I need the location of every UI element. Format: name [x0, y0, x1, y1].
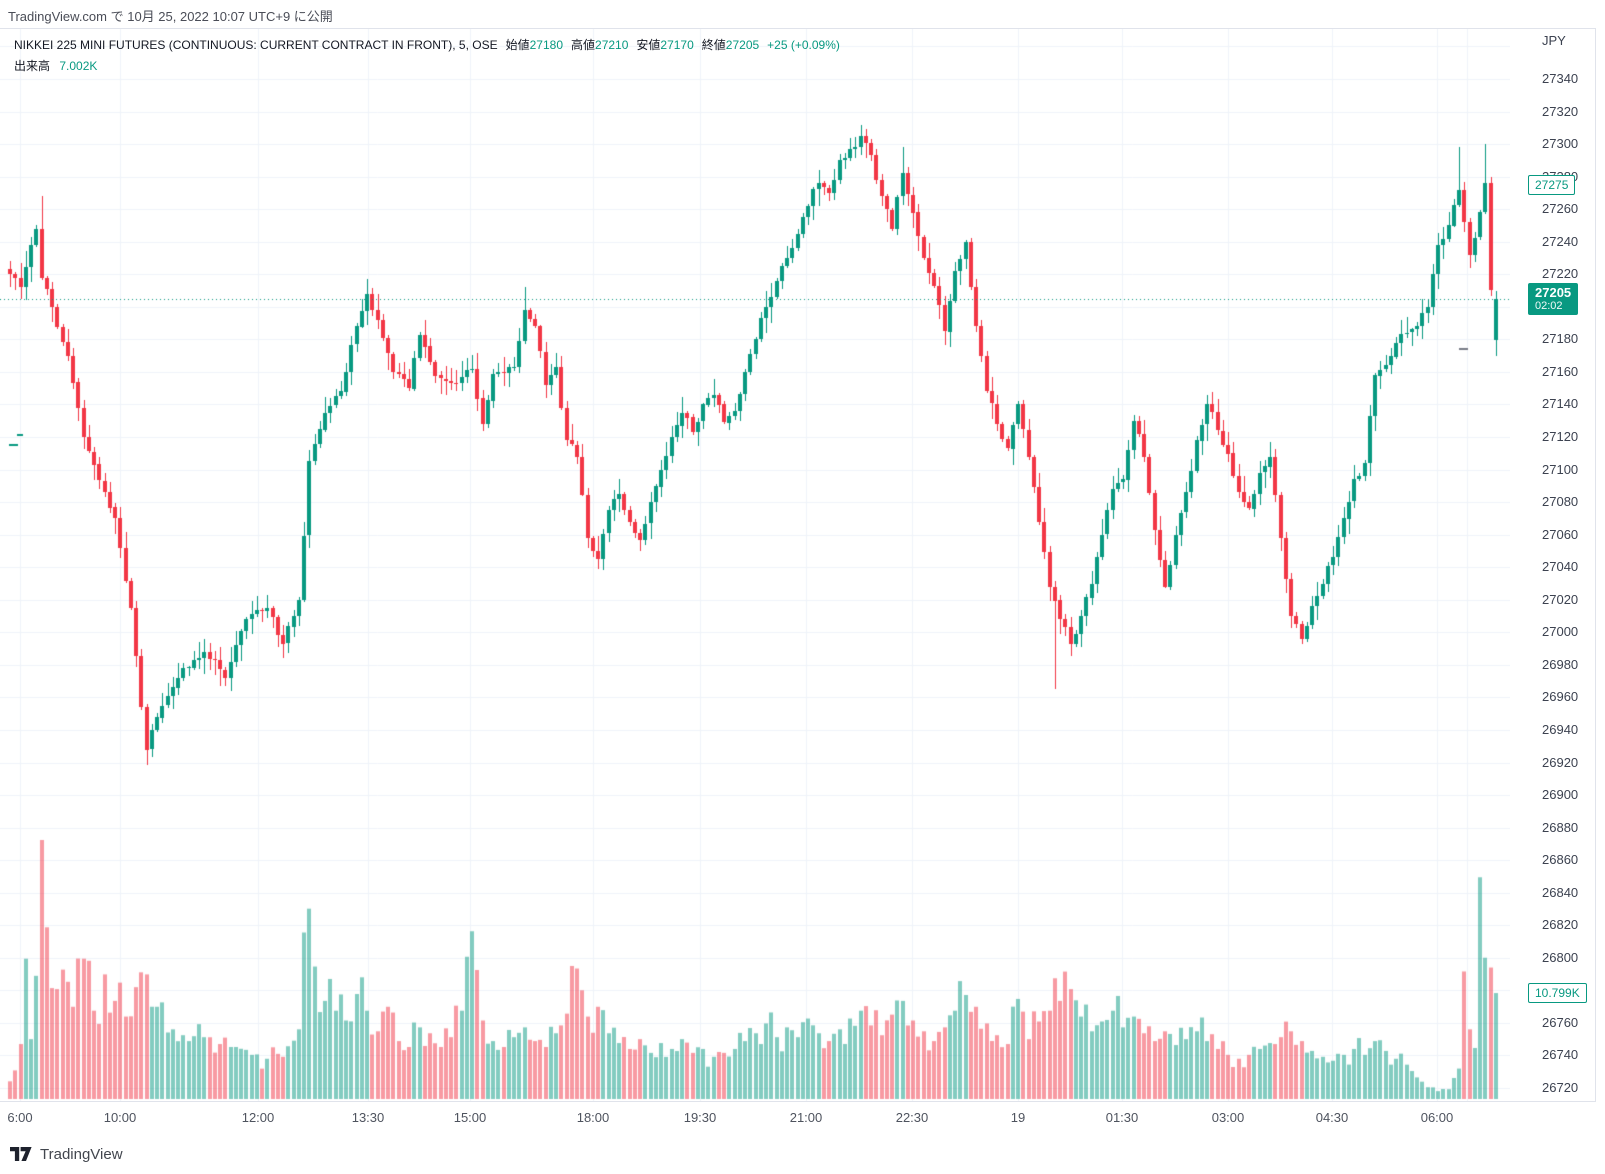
time-axis-label: 22:30	[895, 1110, 929, 1125]
price-axis-label: 26940	[1542, 721, 1579, 737]
price-axis-label: 27300	[1542, 136, 1579, 152]
time-axis-label: 6:00	[7, 1110, 33, 1125]
change-value: +25 (+0.09%)	[767, 38, 840, 52]
low-value: 27170	[660, 38, 694, 52]
price-axis-label: 27160	[1542, 363, 1579, 379]
candlestick-chart[interactable]	[0, 29, 1510, 1101]
currency-label: JPY	[1542, 33, 1566, 48]
price-axis-label: 26980	[1542, 656, 1579, 672]
time-axis-label: 15:00	[453, 1110, 487, 1125]
price-axis-label: 26800	[1542, 949, 1579, 965]
time-axis-label: 10:00	[103, 1110, 137, 1125]
price-axis-label: 26720	[1542, 1080, 1579, 1095]
time-axis-label: 19	[1010, 1110, 1026, 1125]
bar-countdown: 02:02	[1535, 299, 1563, 312]
volume-badge-value: 10.799K	[1535, 986, 1580, 1001]
price-axis-label: 26900	[1542, 787, 1579, 803]
price-axis-label: 27180	[1542, 331, 1579, 347]
volume-value: 7.002K	[59, 59, 98, 73]
legend-volume-row: 出来高 7.002K	[14, 56, 840, 76]
price-axis-label: 27340	[1542, 71, 1579, 86]
legend: NIKKEI 225 MINI FUTURES (CONTINUOUS: CUR…	[14, 35, 840, 76]
price-axis-label: 26840	[1542, 884, 1579, 900]
time-axis-label: 13:30	[351, 1110, 385, 1125]
time-axis-label: 12:00	[241, 1110, 275, 1125]
alert-price-badge: 27275	[1528, 174, 1576, 195]
time-axis[interactable]: 6:00 10:00 12:00 13:30 15:00 18:00 19:30 21:00 2…	[0, 1101, 1596, 1138]
alert-price-value: 27275	[1535, 177, 1569, 192]
price-axis-label: 27100	[1542, 461, 1579, 477]
price-axis-label: 26880	[1542, 819, 1579, 835]
time-axis-label: 21:00	[789, 1110, 823, 1125]
high-value: 27210	[595, 38, 629, 52]
price-axis-label: 26740	[1542, 1047, 1579, 1063]
tradingview-logo-icon	[10, 1147, 32, 1161]
time-axis-label: 01:30	[1105, 1110, 1139, 1125]
price-axis-label: 27260	[1542, 201, 1579, 217]
price-axis-label: 26820	[1542, 917, 1579, 933]
price-axis-label: 27000	[1542, 624, 1579, 640]
price-axis-label: 27080	[1542, 494, 1579, 510]
legend-ohlc-row: NIKKEI 225 MINI FUTURES (CONTINUOUS: CUR…	[14, 35, 840, 55]
price-axis-label: 27040	[1542, 559, 1579, 575]
open-label: 始値	[505, 38, 530, 52]
close-value: 27205	[725, 38, 760, 52]
high-label: 高値	[571, 38, 596, 52]
brand-name[interactable]: TradingView	[40, 1146, 123, 1163]
time-axis-label: 04:30	[1315, 1110, 1349, 1125]
time-axis-label: 18:00	[576, 1110, 610, 1125]
price-axis-label: 27060	[1542, 526, 1579, 542]
price-axis-label: 27140	[1542, 396, 1579, 412]
price-axis-label: 26920	[1542, 754, 1579, 770]
price-axis[interactable]: JPY 27275 27205 02:02 10.799K 27340 27320…	[1510, 29, 1596, 1101]
time-axis-label: 06:00	[1420, 1110, 1454, 1125]
price-axis-label: 27320	[1542, 103, 1579, 119]
low-label: 安値	[636, 38, 661, 52]
price-axis-label: 27020	[1542, 591, 1579, 607]
publish-info: TradingView.com で 10月 25, 2022 10:07 UTC…	[8, 9, 333, 24]
time-axis-label: 03:00	[1211, 1110, 1245, 1125]
last-price-badge: 27205 02:02	[1528, 282, 1579, 315]
price-axis-label: 26860	[1542, 852, 1579, 868]
chart-card: NIKKEI 225 MINI FUTURES (CONTINUOUS: CUR…	[0, 28, 1596, 1138]
last-price-value: 27205	[1535, 284, 1572, 300]
price-axis-label: 27120	[1542, 429, 1579, 445]
price-axis-label: 26760	[1542, 1014, 1579, 1030]
footer: TradingView	[10, 1146, 123, 1163]
price-axis-label: 27240	[1542, 233, 1579, 249]
price-axis-label: 27220	[1542, 266, 1579, 282]
price-axis-label: 26960	[1542, 689, 1579, 705]
open-value: 27180	[529, 38, 563, 52]
close-label: 終値	[701, 38, 726, 52]
symbol-title[interactable]: NIKKEI 225 MINI FUTURES (CONTINUOUS: CUR…	[14, 38, 498, 52]
time-axis-label: 19:30	[683, 1110, 717, 1125]
volume-label[interactable]: 出来高	[14, 59, 51, 73]
volume-value-badge: 10.799K	[1528, 983, 1587, 1004]
